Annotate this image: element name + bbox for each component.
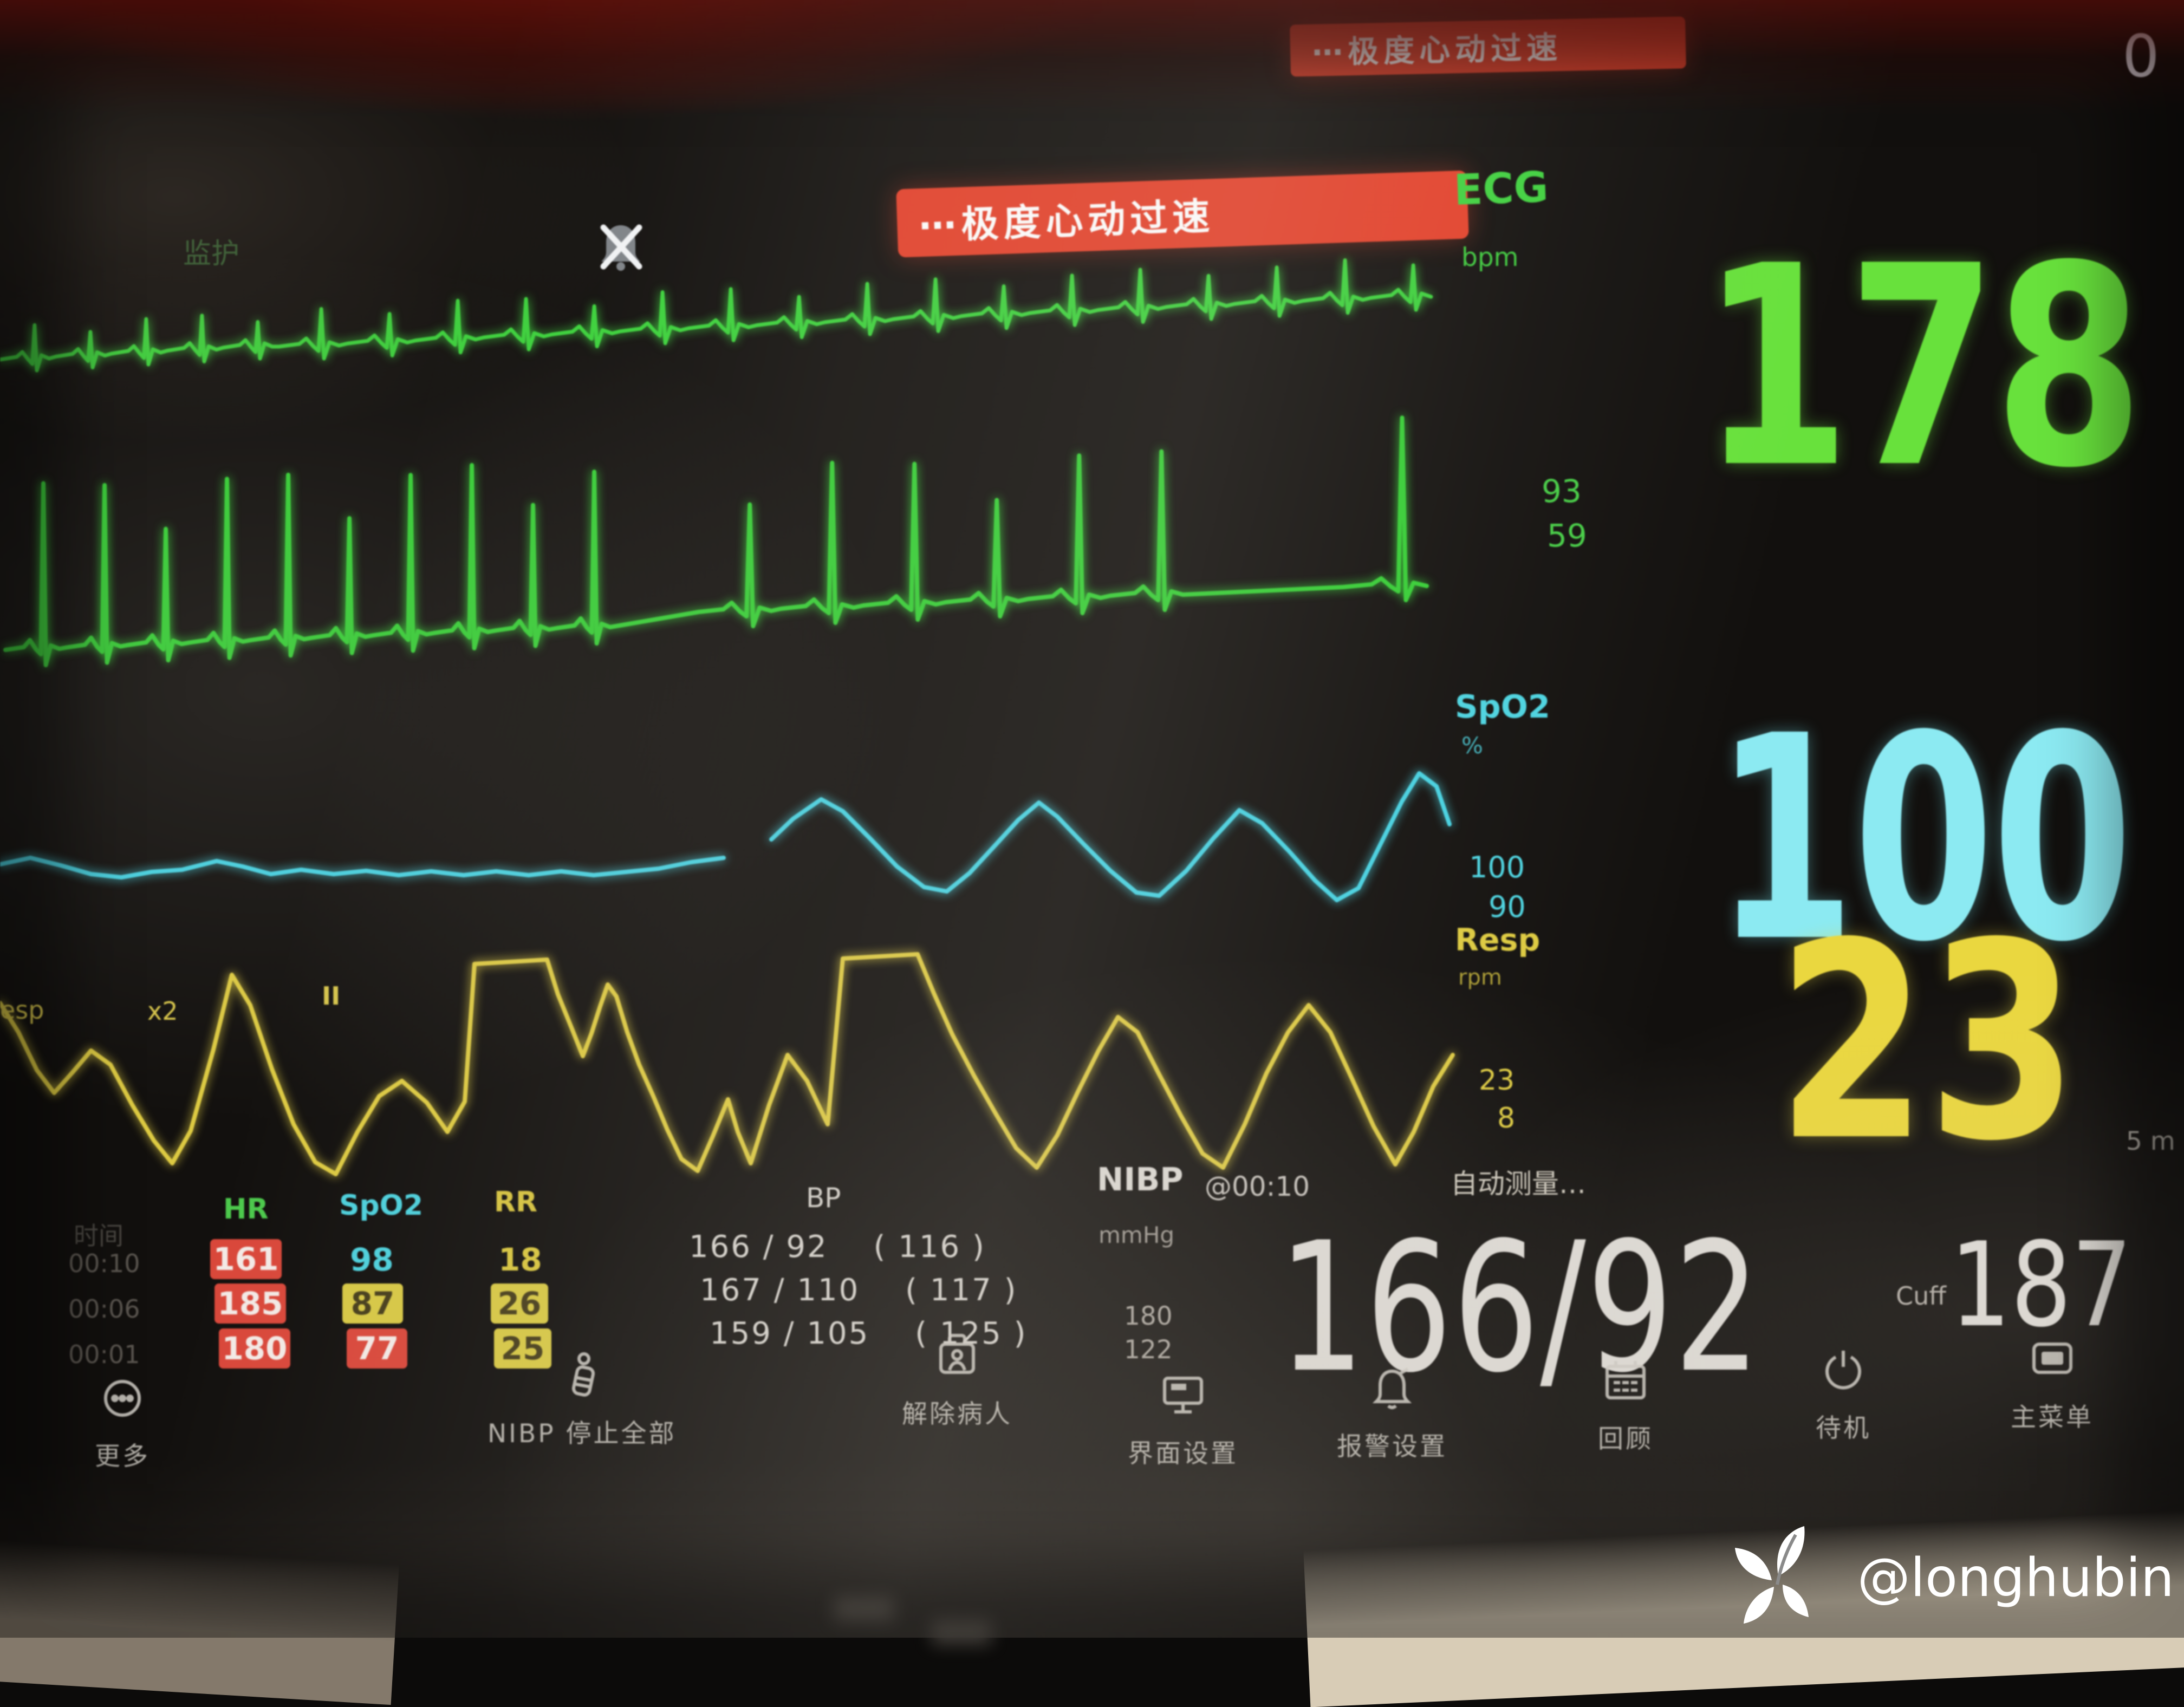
menu-item-nibp-stop-all[interactable]: NIBP 停止全部 [487, 1352, 677, 1450]
main-menu-icon [2030, 1337, 2075, 1382]
alarm-banner-main-text: ⋯极度心动过速 [918, 195, 1216, 249]
resp-limit-high: 23 [1479, 1064, 1515, 1097]
menu-item-label: 待机 [1816, 1413, 1871, 1443]
nibp-alarm-limits: 180 122 [1124, 1300, 1173, 1367]
nibp-limit-high: 180 [1124, 1301, 1173, 1331]
trend-spo2-value: 98 [350, 1241, 394, 1278]
trend-time: 00:10 [68, 1249, 140, 1278]
trend-hr-value-alarm: 161 [210, 1239, 282, 1279]
discharge-patient-icon [934, 1333, 980, 1379]
resp-lead-label: II [322, 981, 341, 1011]
desk-surface-left [0, 1537, 399, 1705]
menu-item-label: NIBP 停止全部 [487, 1419, 677, 1449]
bp-sys-dia: 159 / 105 [710, 1316, 870, 1351]
display-settings-icon [1160, 1373, 1206, 1418]
trend-rr-value-alarm: 26 [491, 1283, 548, 1324]
spo2-limit-high: 100 [1469, 850, 1525, 884]
spo2-label[interactable]: SpO2 [1455, 688, 1550, 725]
reflection-smudge [932, 1620, 991, 1644]
standby-icon [1821, 1347, 1866, 1393]
watermark: @longhubin [1731, 1524, 2174, 1632]
nibp-label[interactable]: NIBP [1097, 1161, 1184, 1198]
cuff-pressure-value: 187 [1950, 1217, 2133, 1353]
leaf-logo-icon [1734, 1526, 1809, 1624]
nibp-limit-low: 122 [1124, 1335, 1173, 1365]
menu-item-discharge-patient[interactable]: 解除病人 [902, 1333, 1012, 1430]
alarm-settings-icon [1369, 1366, 1415, 1411]
bp-list-row: 166 / 92 ( 116 ) [689, 1229, 986, 1265]
alarm-banner-top[interactable]: ⋯极度心动过速 [1290, 16, 1686, 77]
trend-spo2-value-alarm: 87 [342, 1283, 403, 1324]
bp-sys-dia: 166 / 92 [689, 1229, 828, 1265]
trend-hr-value-alarm: 180 [219, 1328, 290, 1369]
bp-list-row: 167 / 110 ( 117 ) [700, 1273, 1017, 1308]
menu-item-label: 报警设置 [1337, 1432, 1447, 1462]
trend-spo2-value-alarm: 77 [347, 1328, 407, 1369]
spo2-unit: % [1461, 732, 1483, 759]
corner-digit: 0 [2122, 23, 2160, 90]
bp-list-header: BP [806, 1182, 841, 1214]
reflection-smudge [834, 1598, 894, 1621]
trend-header-rr: RR [494, 1186, 538, 1219]
hr-alarm-limits: 93 59 [1542, 469, 1587, 558]
resp-gain-label: x2 [147, 996, 178, 1026]
trend-hr-value-alarm: 185 [214, 1283, 286, 1324]
resp-label[interactable]: Resp [1455, 922, 1540, 958]
hr-limit-high: 93 [1542, 473, 1582, 510]
more-icon [100, 1376, 145, 1421]
menu-item-label: 回顾 [1598, 1424, 1653, 1454]
spo2-alarm-limits: 100 90 [1469, 848, 1526, 927]
resp-limit-low: 8 [1497, 1102, 1516, 1135]
menu-item-label: 解除病人 [902, 1399, 1012, 1429]
nibp-last-measure-time: @00:10 [1205, 1171, 1310, 1202]
trend-header-time: 时间 [74, 1221, 123, 1250]
review-icon [1603, 1358, 1648, 1404]
nibp-auto-measure-status: 自动测量… [1451, 1168, 1586, 1200]
bp-map: ( 116 ) [873, 1229, 986, 1265]
trend-header-hr: HR [223, 1193, 269, 1226]
cuff-pressure-label: Cuff [1896, 1281, 1946, 1311]
resp-unit: rpm [1458, 965, 1502, 990]
ecg-label[interactable]: ECG [1453, 162, 1550, 216]
menu-item-main-menu[interactable]: 主菜单 [2011, 1337, 2094, 1434]
hr-value[interactable]: 178 [1701, 207, 2144, 529]
resp-alarm-limits: 23 8 [1479, 1061, 1515, 1137]
scale-fragment: 5 m [2126, 1126, 2175, 1156]
bp-map: ( 117 ) [905, 1273, 1018, 1308]
menu-item-alarm-settings[interactable]: 报警设置 [1337, 1366, 1447, 1463]
nibp-unit: mmHg [1098, 1222, 1175, 1248]
menu-item-standby[interactable]: 待机 [1816, 1347, 1871, 1444]
menu-item-display-settings[interactable]: 界面设置 [1128, 1373, 1238, 1470]
bp-sys-dia: 167 / 110 [700, 1273, 860, 1308]
spo2-limit-low: 90 [1488, 889, 1526, 924]
monitor-mode-label: 监护 [183, 238, 240, 270]
watermark-handle: @longhubin [1857, 1547, 2174, 1609]
ecg-unit: bpm [1461, 243, 1519, 272]
resp-wave-label-fragment: esp [0, 995, 44, 1025]
menu-item-review[interactable]: 回顾 [1598, 1358, 1653, 1455]
trend-time: 00:06 [68, 1294, 140, 1324]
resp-value[interactable]: 23 [1777, 885, 2078, 1200]
alarm-banner-top-text: ⋯极度心动过速 [1311, 30, 1563, 71]
hr-limit-low: 59 [1547, 517, 1587, 555]
menu-item-label: 主菜单 [2011, 1403, 2094, 1432]
menu-item-more[interactable]: 更多 [95, 1376, 150, 1473]
nibp-stop-icon [559, 1352, 604, 1398]
trend-header-spo2: SpO2 [339, 1189, 424, 1222]
alarm-silenced-icon[interactable] [595, 219, 647, 274]
trend-time: 00:01 [68, 1340, 140, 1369]
trend-rr-value: 18 [498, 1241, 542, 1278]
